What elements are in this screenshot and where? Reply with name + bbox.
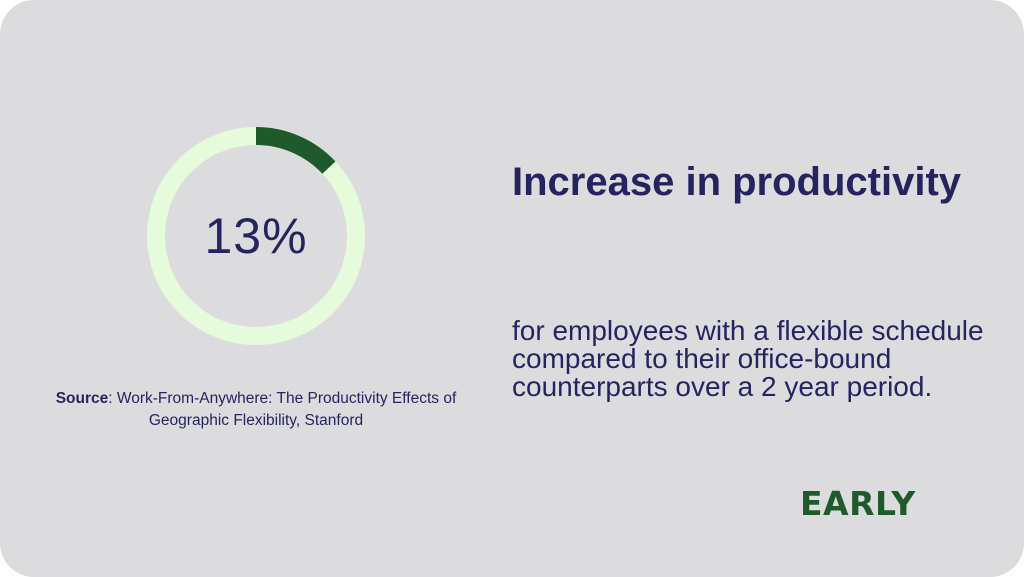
- donut-svg: [147, 127, 365, 345]
- source-label: Source: [55, 390, 109, 407]
- donut-value-label: 13%: [204, 208, 308, 264]
- headline: Increase in productivity: [512, 160, 962, 204]
- donut-slice-increase: [255, 127, 336, 174]
- source-citation: Source: Work-From-Anywhere: The Producti…: [40, 388, 472, 432]
- description: for employees with a flexible schedule c…: [512, 315, 984, 402]
- early-logo: EARLY: [800, 484, 916, 523]
- source-text: : Work-From-Anywhere: The Productivity E…: [108, 390, 457, 429]
- donut-chart: 13%: [145, 125, 367, 347]
